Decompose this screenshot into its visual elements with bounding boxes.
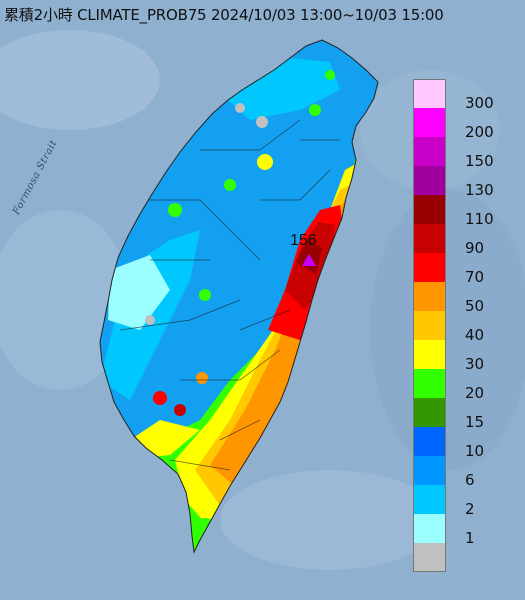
rainfall-legend: 300 200 150 130 110 90 70 50 40 30 20 15 10 6 2 1	[413, 79, 521, 572]
legend-swatch	[413, 79, 446, 108]
max-rainfall-value: 156	[290, 232, 317, 249]
legend-row: 50	[413, 282, 521, 315]
legend-label: 300	[465, 94, 494, 112]
legend-label: 2	[465, 500, 475, 518]
legend-swatch	[413, 311, 446, 340]
coastline	[99, 39, 379, 554]
legend-swatch	[413, 340, 446, 369]
legend-row: 30	[413, 340, 521, 373]
legend-swatch	[413, 398, 446, 427]
legend-swatch	[413, 485, 446, 514]
legend-row: 20	[413, 369, 521, 402]
legend-label: 40	[465, 326, 485, 344]
legend-row: 10	[413, 427, 521, 460]
legend-row: 130	[413, 166, 521, 199]
legend-label: 1	[465, 529, 475, 547]
legend-label: 130	[465, 181, 494, 199]
legend-row: 90	[413, 224, 521, 257]
legend-swatch	[413, 282, 446, 311]
legend-row	[413, 543, 521, 572]
legend-row: 150	[413, 137, 521, 170]
map-title: 累積2小時 CLIMATE_PROB75 2024/10/03 13:00~10…	[4, 6, 444, 24]
legend-row: 1	[413, 514, 521, 547]
max-rainfall-marker-icon	[302, 254, 316, 266]
legend-row: 6	[413, 456, 521, 489]
legend-swatch	[413, 195, 446, 224]
legend-row: 2	[413, 485, 521, 518]
legend-swatch	[413, 369, 446, 398]
legend-swatch	[413, 108, 446, 137]
legend-row: 70	[413, 253, 521, 286]
legend-label: 30	[465, 355, 485, 373]
legend-row: 110	[413, 195, 521, 228]
legend-swatch	[413, 543, 446, 572]
cloud-patch	[0, 30, 160, 130]
legend-label: 6	[465, 471, 475, 489]
legend-label: 50	[465, 297, 485, 315]
legend-row: 15	[413, 398, 521, 431]
legend-label: 20	[465, 384, 485, 402]
legend-label: 90	[465, 239, 485, 257]
legend-row: 40	[413, 311, 521, 344]
cloud-patch	[370, 190, 525, 470]
legend-label: 15	[465, 413, 485, 431]
legend-label: 70	[465, 268, 485, 286]
legend-row: 300	[413, 79, 521, 112]
legend-row: 200	[413, 108, 521, 141]
legend-swatch	[413, 456, 446, 485]
legend-swatch	[413, 224, 446, 253]
legend-swatch	[413, 166, 446, 195]
legend-label: 10	[465, 442, 485, 460]
legend-swatch	[413, 514, 446, 543]
legend-label: 110	[465, 210, 494, 228]
cloud-patch	[220, 470, 440, 570]
legend-swatch	[413, 253, 446, 282]
cloud-patch	[0, 210, 130, 390]
legend-label: 200	[465, 123, 494, 141]
legend-label: 150	[465, 152, 494, 170]
legend-swatch	[413, 137, 446, 166]
legend-swatch	[413, 427, 446, 456]
